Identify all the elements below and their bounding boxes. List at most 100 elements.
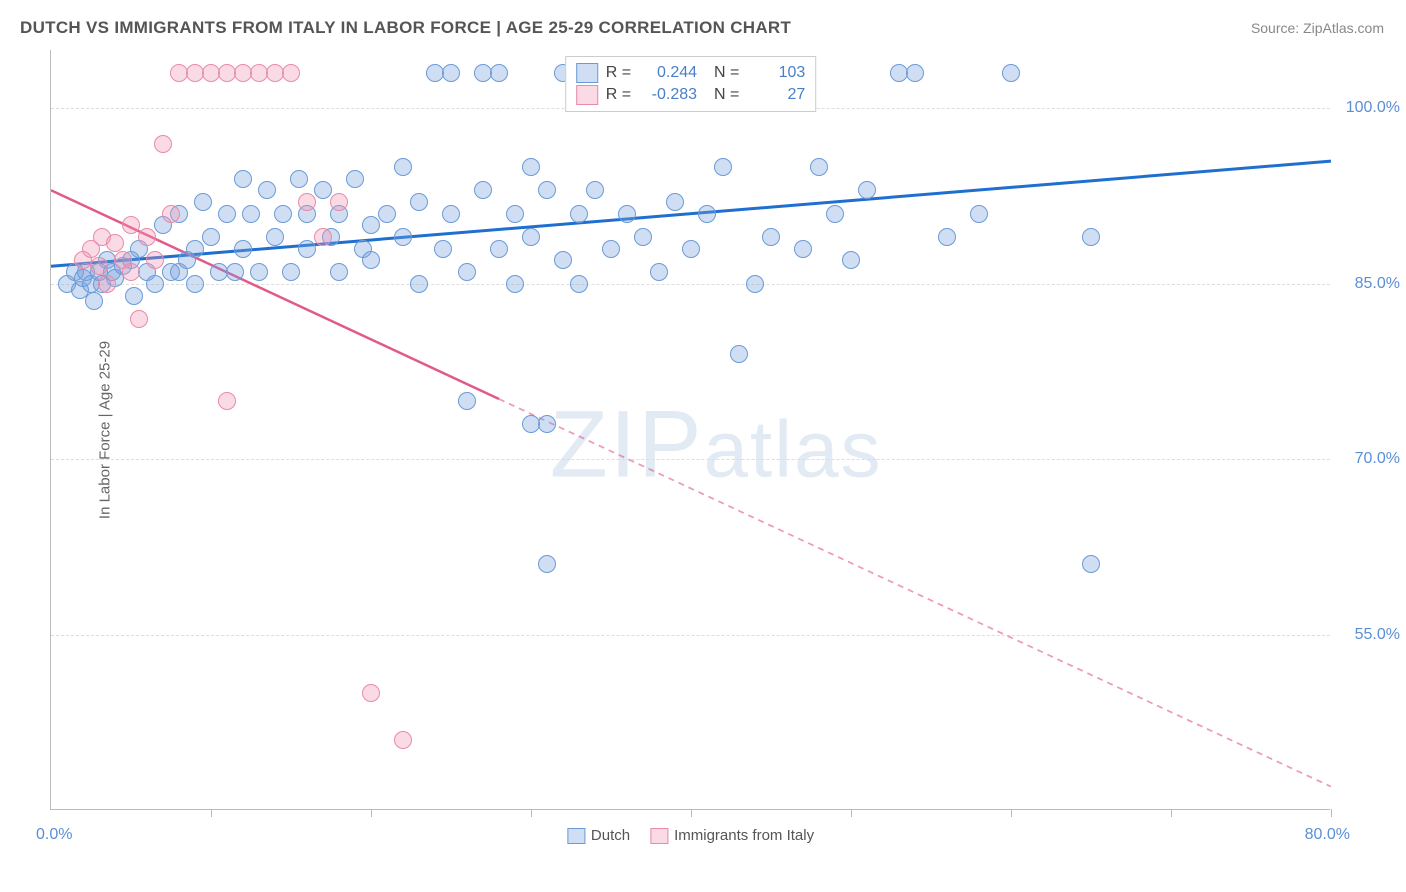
data-point — [906, 64, 924, 82]
data-point — [698, 205, 716, 223]
data-point — [282, 263, 300, 281]
data-point — [362, 251, 380, 269]
x-tick — [371, 809, 372, 817]
legend-r-value: -0.283 — [639, 86, 697, 104]
data-point — [746, 275, 764, 293]
data-point — [410, 193, 428, 211]
source-label: Source: ZipAtlas.com — [1251, 20, 1384, 36]
data-point — [570, 205, 588, 223]
data-point — [146, 275, 164, 293]
trend-lines — [51, 50, 1331, 810]
y-tick-label: 70.0% — [1355, 450, 1400, 468]
data-point — [522, 415, 540, 433]
data-point — [1082, 555, 1100, 573]
data-point — [90, 257, 108, 275]
data-point — [842, 251, 860, 269]
data-point — [394, 158, 412, 176]
data-point — [85, 292, 103, 310]
data-point — [538, 555, 556, 573]
series-legend-item: Dutch — [567, 827, 630, 844]
data-point — [522, 228, 540, 246]
data-point — [242, 205, 260, 223]
data-point — [810, 158, 828, 176]
data-point — [522, 158, 540, 176]
data-point — [146, 251, 164, 269]
data-point — [298, 240, 316, 258]
data-point — [666, 193, 684, 211]
data-point — [586, 181, 604, 199]
data-point — [266, 228, 284, 246]
legend-n-value: 27 — [747, 86, 805, 104]
x-tick — [1171, 809, 1172, 817]
data-point — [506, 275, 524, 293]
data-point — [394, 228, 412, 246]
y-tick-label: 100.0% — [1346, 99, 1400, 117]
data-point — [970, 205, 988, 223]
data-point — [194, 193, 212, 211]
legend-swatch — [650, 828, 668, 844]
data-point — [298, 193, 316, 211]
legend-swatch — [567, 828, 585, 844]
x-tick — [1011, 809, 1012, 817]
data-point — [474, 181, 492, 199]
data-point — [714, 158, 732, 176]
data-point — [762, 228, 780, 246]
data-point — [602, 240, 620, 258]
data-point — [98, 275, 116, 293]
data-point — [538, 415, 556, 433]
x-tick — [851, 809, 852, 817]
x-tick — [1331, 809, 1332, 817]
x-tick — [691, 809, 692, 817]
data-point — [138, 228, 156, 246]
data-point — [106, 234, 124, 252]
data-point — [125, 287, 143, 305]
data-point — [682, 240, 700, 258]
data-point — [234, 170, 252, 188]
gridline — [51, 284, 1330, 285]
data-point — [314, 228, 332, 246]
x-axis-min-label: 0.0% — [36, 826, 72, 844]
chart-title: DUTCH VS IMMIGRANTS FROM ITALY IN LABOR … — [20, 18, 791, 38]
data-point — [274, 205, 292, 223]
y-tick-label: 55.0% — [1355, 626, 1400, 644]
legend-row: R = -0.283 N = 27 — [576, 85, 806, 105]
data-point — [458, 392, 476, 410]
data-point — [394, 731, 412, 749]
series-legend: Dutch Immigrants from Italy — [567, 827, 814, 844]
data-point — [186, 275, 204, 293]
data-point — [378, 205, 396, 223]
legend-swatch — [576, 63, 598, 83]
data-point — [218, 205, 236, 223]
legend-r-value: 0.244 — [639, 64, 697, 82]
series-legend-item: Immigrants from Italy — [650, 827, 814, 844]
data-point — [202, 228, 220, 246]
data-point — [554, 251, 572, 269]
data-point — [282, 64, 300, 82]
legend-r-label: R = — [606, 86, 631, 104]
data-point — [938, 228, 956, 246]
data-point — [410, 275, 428, 293]
data-point — [858, 181, 876, 199]
x-axis-max-label: 80.0% — [1305, 826, 1350, 844]
series-label: Dutch — [591, 827, 630, 844]
x-tick — [531, 809, 532, 817]
data-point — [362, 216, 380, 234]
legend-swatch — [576, 85, 598, 105]
data-point — [122, 263, 140, 281]
data-point — [290, 170, 308, 188]
data-point — [362, 684, 380, 702]
data-point — [1082, 228, 1100, 246]
data-point — [314, 181, 332, 199]
gridline — [51, 459, 1330, 460]
data-point — [794, 240, 812, 258]
data-point — [490, 64, 508, 82]
data-point — [1002, 64, 1020, 82]
data-point — [130, 310, 148, 328]
legend-n-value: 103 — [747, 64, 805, 82]
data-point — [490, 240, 508, 258]
data-point — [618, 205, 636, 223]
chart-area: In Labor Force | Age 25-29 ZIPatlas 55.0… — [50, 50, 1330, 810]
x-tick — [211, 809, 212, 817]
legend-n-label: N = — [705, 86, 739, 104]
legend-r-label: R = — [606, 64, 631, 82]
